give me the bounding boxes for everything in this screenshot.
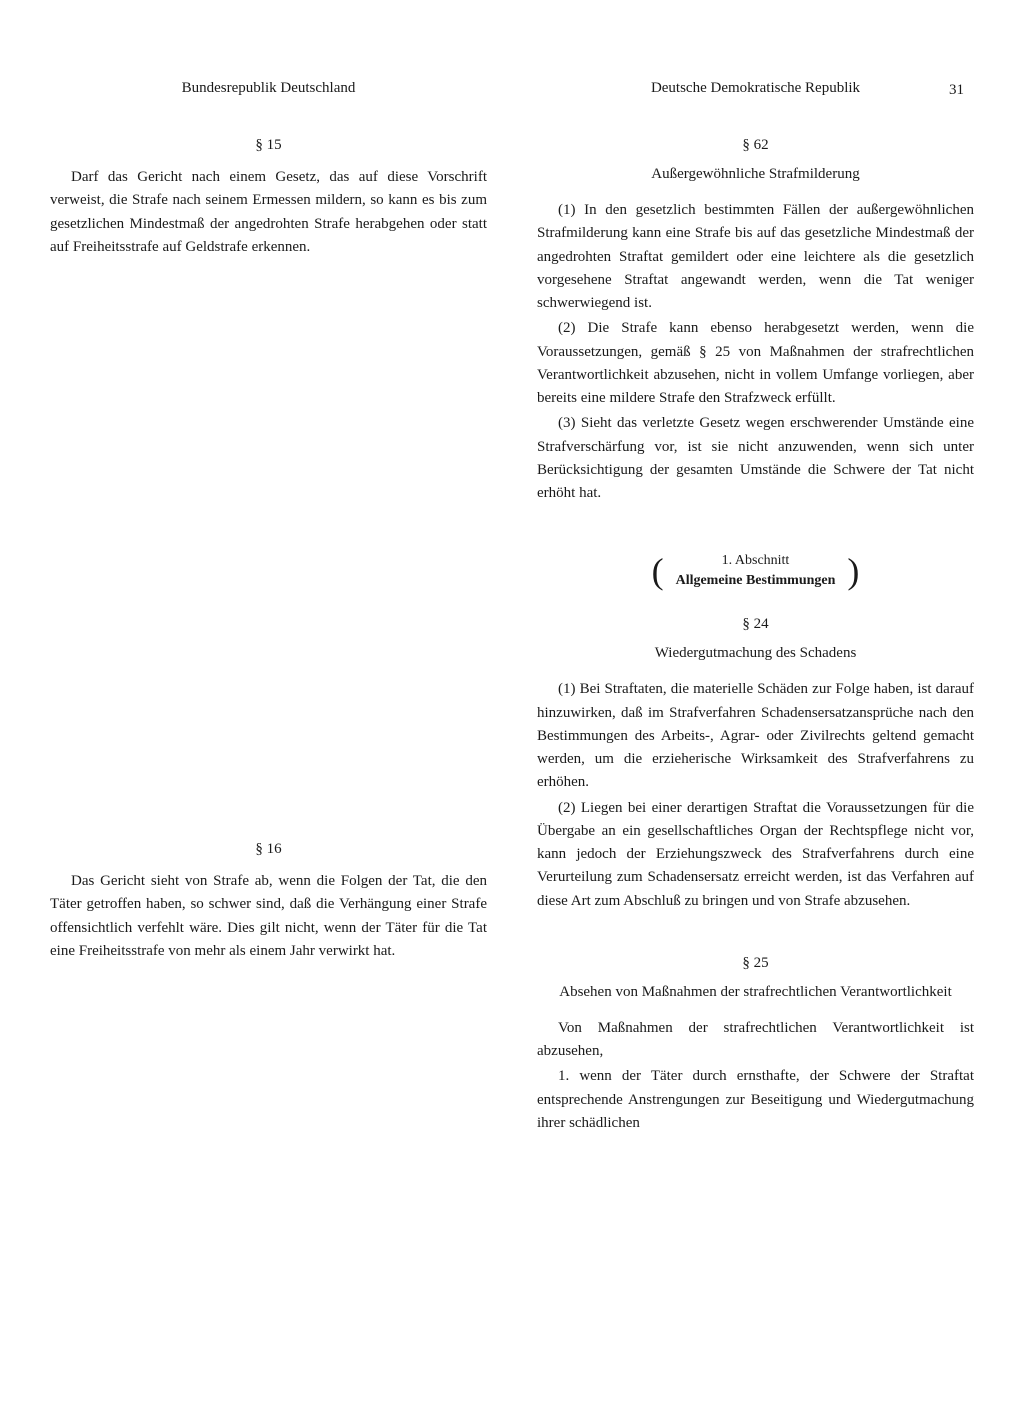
section-62-para-2: (2) Die Strafe kann ebenso herabgesetzt …: [537, 317, 974, 410]
right-header: Deutsche Demokratische Republik: [537, 80, 974, 97]
section-25-para-1: Von Maßnahmen der strafrechtlichen Veran…: [537, 1017, 974, 1064]
section-62-title: Außergewöhnliche Strafmilderung: [537, 166, 974, 183]
section-16-para-1: Das Gericht sieht von Strafe ab, wenn di…: [50, 870, 487, 963]
section-62-para-1: (1) In den gesetzlich bestimmten Fällen …: [537, 199, 974, 315]
abschnitt-line1: 1. Abschnitt: [676, 551, 836, 571]
left-column: Bundesrepublik Deutschland § 15 Darf das…: [50, 80, 497, 1357]
section-15-para-1: Darf das Gericht nach einem Gesetz, das …: [50, 166, 487, 259]
right-column: Deutsche Demokratische Republik § 62 Auß…: [527, 80, 974, 1357]
left-header: Bundesrepublik Deutschland: [50, 80, 487, 97]
abschnitt-line2: Allgemeine Bestimmungen: [676, 571, 836, 591]
section-62: § 62 Außergewöhnliche Strafmilderung (1)…: [537, 121, 974, 507]
section-24-title: Wiedergutmachung des Schadens: [537, 645, 974, 662]
bracket-left-icon: (: [648, 553, 668, 589]
section-62-num: § 62: [537, 137, 974, 154]
spacer: [50, 265, 487, 825]
section-62-para-3: (3) Sieht das verletzte Gesetz wegen ers…: [537, 412, 974, 505]
section-25: § 25 Absehen von Maßnahmen der strafrech…: [537, 939, 974, 1137]
section-15-num: § 15: [50, 137, 487, 154]
page-container: Bundesrepublik Deutschland § 15 Darf das…: [50, 80, 974, 1357]
section-16-num: § 16: [50, 841, 487, 858]
section-24-para-2: (2) Liegen bei einer derartigen Straftat…: [537, 797, 974, 913]
section-16: § 16 Das Gericht sieht von Strafe ab, we…: [50, 825, 487, 965]
bracket-right-icon: ): [843, 553, 863, 589]
abschnitt-box: ( 1. Abschnitt Allgemeine Bestimmungen ): [537, 551, 974, 590]
section-24-num: § 24: [537, 616, 974, 633]
abschnitt-content: 1. Abschnitt Allgemeine Bestimmungen: [668, 551, 844, 590]
section-25-para-2: 1. wenn der Täter durch ernsthafte, der …: [537, 1065, 974, 1135]
section-24-para-1: (1) Bei Straftaten, die materielle Schäd…: [537, 678, 974, 794]
section-15: § 15 Darf das Gericht nach einem Gesetz,…: [50, 121, 487, 261]
section-25-num: § 25: [537, 955, 974, 972]
section-25-title: Absehen von Maßnahmen der strafrechtlich…: [537, 984, 974, 1001]
page-number: 31: [949, 82, 964, 99]
section-24: § 24 Wiedergutmachung des Schadens (1) B…: [537, 600, 974, 915]
